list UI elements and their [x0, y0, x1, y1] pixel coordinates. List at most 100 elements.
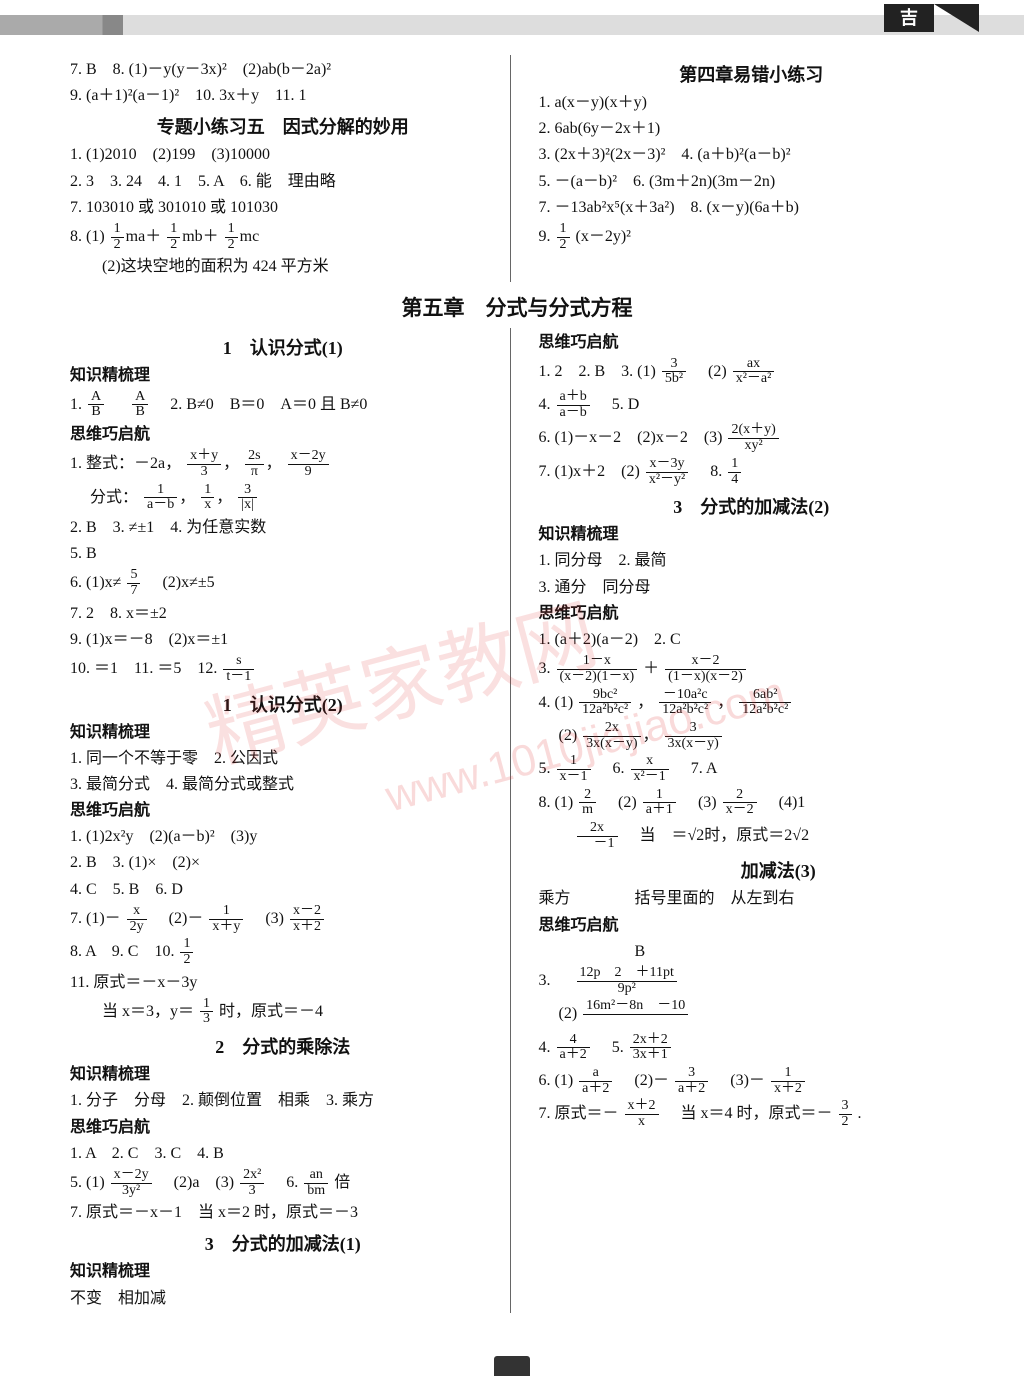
text: 8. A 9. C 10. [70, 943, 178, 960]
text-line: 当 x＝3，y＝ 13 时，原式＝－4 [70, 997, 496, 1027]
text-line: (2) 16m²－8n －10 [539, 999, 965, 1029]
text: 9. [539, 228, 555, 245]
text [110, 396, 126, 413]
text: ＋ [643, 660, 659, 677]
text: 8. (1) [70, 228, 105, 245]
text: 4. [539, 396, 555, 413]
text: ， [637, 693, 653, 710]
text-line: (2) 2x3x(x－y)， 33x(x－y) [539, 721, 965, 751]
text: 1. 2 2. B 3. (1) [539, 363, 656, 380]
text: 8. [694, 463, 726, 480]
text-line: 9. (a＋1)²(a－1)² 10. 3x＋y 11. 1 [70, 84, 496, 107]
text-line: 2. 3 3. 24 4. 1 5. A 6. 能 理由略 [70, 170, 496, 193]
text: (x－2y)² [576, 228, 631, 245]
text-line: 3. 1－x(x－2)(1－x) ＋ x－2(1－x)(x－2) [539, 654, 965, 684]
text-line: 4. C 5. B 6. D [70, 878, 496, 901]
fraction: 12 [111, 222, 124, 252]
text: 1. [70, 396, 86, 413]
text-line: 4. a＋ba－b 5. D [539, 390, 965, 420]
text: 4. (1) [539, 693, 574, 710]
fraction: 2sπ [245, 449, 263, 479]
text-line: 1. 同一个不等于零 2. 公因式 [70, 747, 496, 770]
text-line: 9. (1)x＝－8 (2)x＝±1 [70, 628, 496, 651]
text: . [858, 1105, 862, 1122]
fraction: AB [132, 390, 148, 420]
subheading: 知识精梳理 [70, 721, 496, 744]
subheading: 思维巧启航 [70, 1116, 496, 1139]
text-line: 乘方 括号里面的 从左到右 [539, 887, 965, 910]
section-title: 1 认识分式(1) [70, 334, 496, 360]
text: 6. (1)－x－2 (2)x－2 (3) [539, 429, 723, 446]
text-line: 1. AB AB 2. B≠0 B＝0 A＝0 且 B≠0 [70, 390, 496, 420]
header-logo: 吉 [884, 4, 934, 32]
text-line: 2. 6ab(6y－2x＋1) [539, 117, 965, 140]
text-line: 2x －1 当 ＝√2时，原式＝2√2 [539, 821, 965, 851]
text: (2)－ [153, 910, 204, 927]
subheading: 思维巧启航 [539, 914, 965, 937]
text: (3)－ [714, 1072, 765, 1089]
text-line: 8. (1) 12ma＋ 12mb＋ 12mc [70, 222, 496, 252]
text: (3) [682, 793, 717, 810]
fraction: st－1 [223, 654, 254, 684]
text: 倍 [334, 1174, 350, 1191]
text-line: 7. 原式＝－ x＋2x 当 x＝4 时，原式＝－ 32 . [539, 1099, 965, 1129]
text: 时，原式＝－4 [219, 1003, 323, 1020]
fraction: 1a＋1 [643, 788, 676, 818]
text-line: 1. 2 2. B 3. (1) 35b² (2) axx²－a² [539, 357, 965, 387]
fraction: 1x＋y [209, 904, 243, 934]
text-line: 7. －13ab²x⁵(x＋3a²) 8. (x－y)(6a＋b) [539, 196, 965, 219]
text: 6. [270, 1174, 302, 1191]
text-line: 1. a(x－y)(x＋y) [539, 91, 965, 114]
fraction: anbm [304, 1168, 328, 1198]
subheading: 知识精梳理 [70, 364, 496, 387]
text: 7. (1)x＋2 (2) [539, 463, 640, 480]
fraction: x－3yx²－y² [646, 457, 688, 487]
text: 7. 原式＝－ [539, 1105, 619, 1122]
text-line: 4. 4a＋2 5. 2x＋23x＋1 [539, 1033, 965, 1063]
fraction: 32 [839, 1099, 852, 1129]
fraction: axx²－a² [733, 357, 775, 387]
text-line: 8. (1) 2m (2) 1a＋1 (3) 2x－2 (4)1 [539, 788, 965, 818]
fraction: 33x(x－y) [665, 721, 722, 751]
text-line: 2. B 3. ≠±1 4. 为任意实数 [70, 516, 496, 539]
fraction: x2y [127, 904, 147, 934]
text-line: 6. (1) aa＋2 (2)－ 3a＋2 (3)－ 1x＋2 [539, 1066, 965, 1096]
section-title: 3 分式的加减法(1) [70, 1230, 496, 1256]
fraction: 2x3x(x－y) [583, 721, 640, 751]
header-triangle [934, 4, 979, 32]
text-line: (2)这块空地的面积为 424 平方米 [70, 255, 496, 278]
fraction: 4a＋2 [557, 1033, 590, 1063]
text-line: 1. 同分母 2. 最简 [539, 549, 965, 572]
fraction: 2x－2 [723, 788, 757, 818]
fraction: 2x －1 [577, 821, 618, 851]
fraction: 12p 2 ＋11pt9p² [577, 966, 677, 996]
text-line: 7. 2 8. x＝±2 [70, 602, 496, 625]
subheading: 思维巧启航 [539, 602, 965, 625]
text-line: 6. (1)－x－2 (2)x－2 (3) 2(x＋y)xy² [539, 423, 965, 453]
text-line: 7. (1)x＋2 (2) x－3yx²－y² 8. 14 [539, 457, 965, 487]
text: (2) [692, 363, 727, 380]
text-line: 7. (1)－ x2y (2)－ 1x＋y (3) x－2x＋2 [70, 904, 496, 934]
fraction: 1－x(x－2)(1－x) [557, 654, 638, 684]
fraction: 2(x＋y)xy² [728, 423, 778, 453]
page-content: 7. B 8. (1)－y(y－3x)² (2)ab(b－2a)² 9. (a＋… [70, 55, 964, 1313]
text-line: 5. －(a－b)² 6. (3m＋2n)(3m－2n) [539, 170, 965, 193]
text-line: 1. 整式：－2a， x＋y3， 2sπ， x－2y9 [70, 449, 496, 479]
fraction: 1x＋2 [771, 1066, 805, 1096]
subheading: 思维巧启航 [70, 423, 496, 446]
text: 当 x＝4 时，原式＝－ [665, 1105, 833, 1122]
text: (4)1 [763, 793, 806, 810]
subheading: 思维巧启航 [539, 331, 965, 354]
text: (2) [539, 727, 578, 744]
text: 6. [597, 760, 629, 777]
fraction: x－2x＋2 [290, 904, 324, 934]
text: 2. B≠0 B＝0 A＝0 且 B≠0 [154, 396, 367, 413]
text-line: B [539, 940, 965, 963]
text-line: 分式： 1a－b， 1x， 3|x| [70, 483, 496, 513]
text: 5. D [596, 396, 640, 413]
fraction: 9bc²12a²b²c² [579, 688, 631, 718]
text: (2) [602, 793, 637, 810]
text-line: 1. (a＋2)(a－2) 2. C [539, 628, 965, 651]
text: 7. (1)－ [70, 910, 121, 927]
text-line: 6. (1)x≠ 57 (2)x≠±5 [70, 568, 496, 598]
